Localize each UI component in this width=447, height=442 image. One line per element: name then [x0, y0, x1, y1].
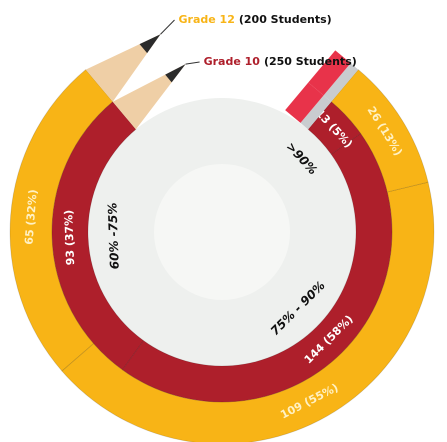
legend-text: Grade 10(250 Students) [204, 55, 357, 68]
legend-leader [161, 20, 175, 34]
value-label: 93 (37%) [62, 210, 77, 266]
legend-name: Grade 10 [204, 55, 261, 68]
legend-text: Grade 12 (200 Students) [179, 13, 332, 26]
legend-label: (250 Students) [264, 55, 357, 68]
legend-leader [186, 62, 200, 64]
legend-name: Grade 12 [179, 13, 235, 26]
legend-label: (200 Students) [239, 13, 332, 26]
chart: 65 (32%)109 (55%)26 (13%)Grade 12(200 St… [0, 0, 447, 442]
center-hole [154, 164, 290, 300]
category-label: 60% -75% [105, 202, 121, 269]
